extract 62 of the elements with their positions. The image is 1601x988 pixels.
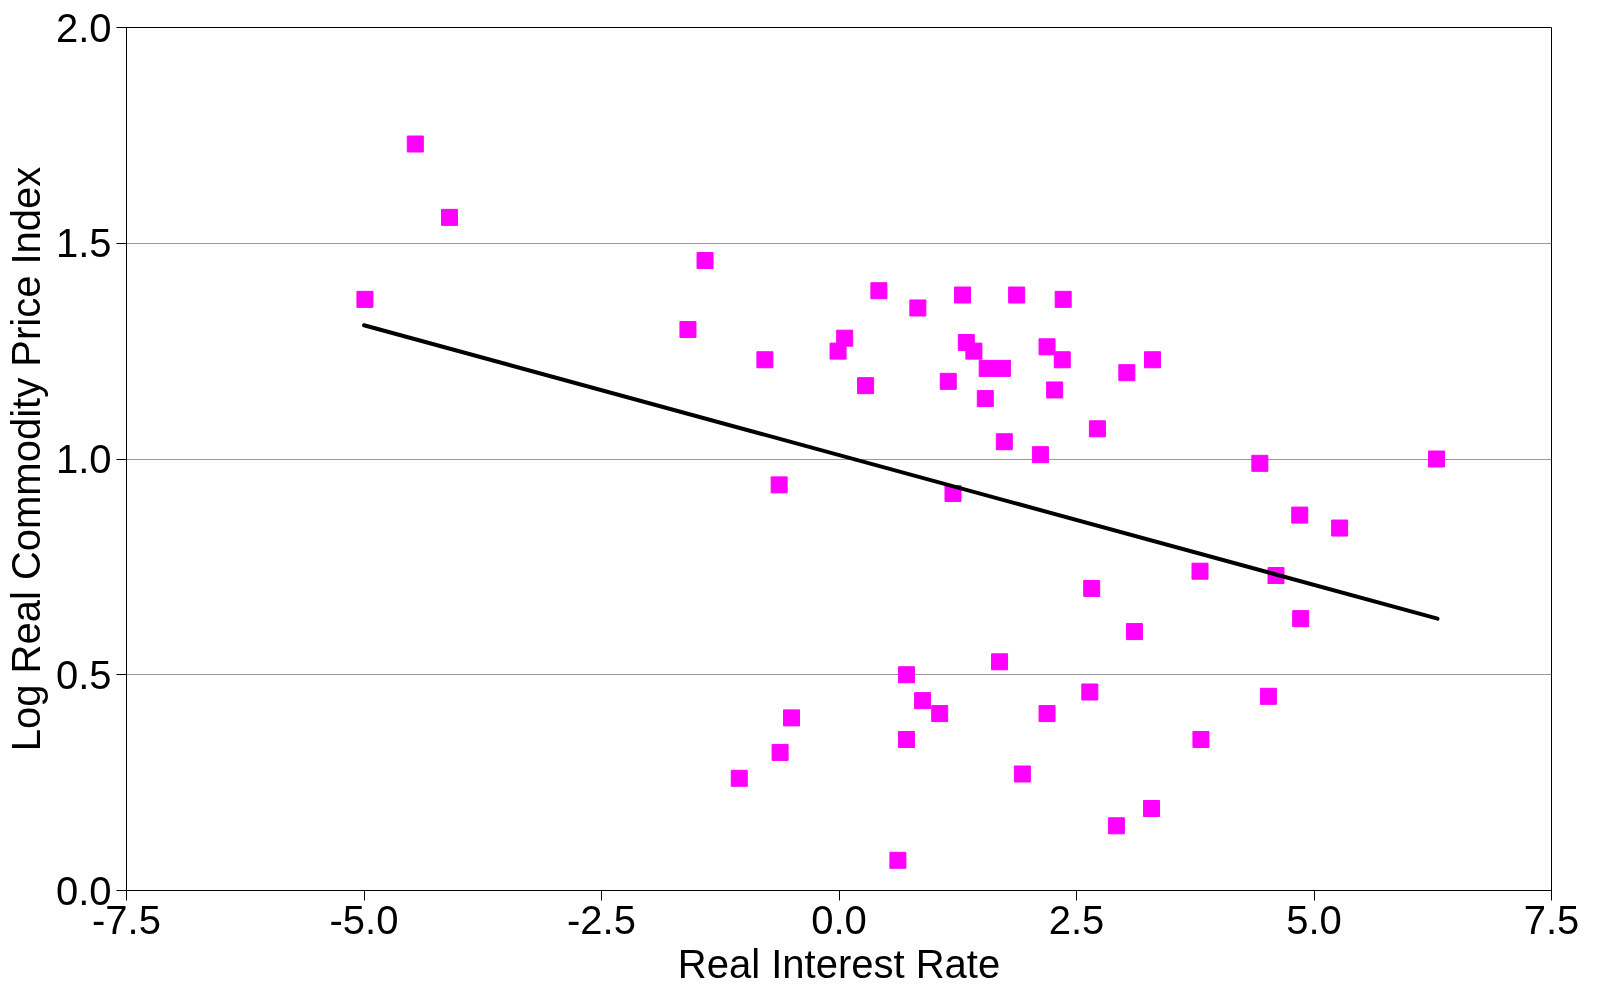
x-tick-label: -5.0 (329, 897, 399, 942)
point (857, 377, 875, 395)
point (954, 286, 971, 304)
y-tick-label: 2.0 (55, 5, 112, 50)
x-tick-label: 2.5 (1048, 897, 1105, 942)
point (756, 351, 774, 369)
point (1053, 351, 1071, 369)
point (771, 743, 789, 761)
point (1292, 610, 1310, 628)
point (1054, 290, 1072, 308)
point (696, 252, 714, 270)
point (1038, 705, 1056, 723)
point (1118, 364, 1136, 382)
point (1081, 683, 1099, 701)
y-axis-title: Log Real Commodity Price Index (3, 166, 48, 752)
x-tick-label: 0.0 (811, 897, 867, 942)
point (909, 299, 927, 317)
point (976, 390, 994, 408)
point (1331, 519, 1349, 537)
point (770, 476, 788, 494)
point (441, 208, 458, 226)
point (406, 135, 424, 153)
point (1143, 800, 1161, 818)
point (1046, 381, 1064, 399)
point (1107, 817, 1125, 835)
point (1428, 450, 1446, 468)
point (897, 666, 915, 684)
y-tick-label: 1.0 (55, 437, 112, 481)
point (783, 709, 800, 727)
point (939, 372, 957, 390)
point (1125, 623, 1143, 641)
point (931, 705, 949, 723)
point (870, 282, 888, 300)
point (1259, 687, 1277, 705)
point (836, 329, 854, 347)
x-tick-label: -2.5 (567, 897, 636, 942)
point (993, 359, 1011, 377)
y-tick-label: 1.5 (55, 221, 112, 266)
point (1083, 579, 1101, 597)
point (991, 653, 1009, 671)
point (1008, 286, 1026, 304)
point (730, 769, 748, 787)
point (1191, 562, 1209, 580)
point (1038, 338, 1056, 356)
point (1291, 506, 1309, 524)
point (889, 851, 907, 869)
point (995, 433, 1013, 451)
point (897, 730, 915, 748)
point (679, 321, 697, 339)
point (1192, 730, 1210, 748)
x-axis-title: Real Interest Rate (677, 941, 1001, 986)
x-tick-label: 5.0 (1286, 897, 1342, 942)
point (1144, 351, 1161, 369)
point (1251, 454, 1269, 472)
y-tick-label: 0.5 (55, 652, 112, 697)
point (914, 692, 932, 710)
point (965, 342, 983, 360)
point (1031, 446, 1049, 464)
point (1088, 420, 1106, 438)
x-tick-label: 7.5 (1523, 897, 1580, 942)
point (356, 290, 374, 308)
point (1013, 765, 1031, 783)
